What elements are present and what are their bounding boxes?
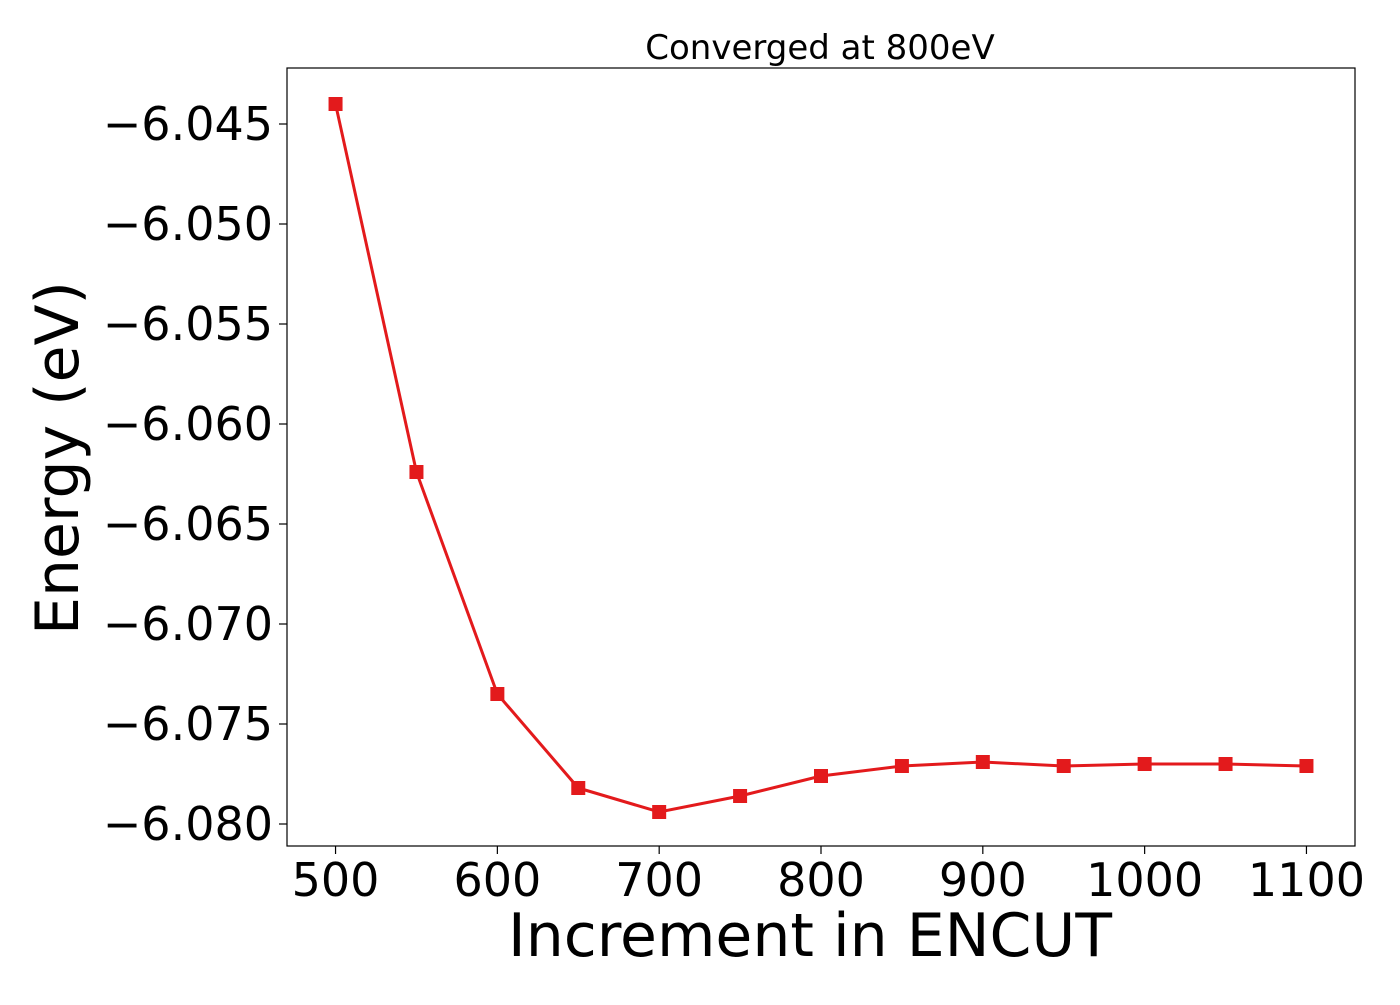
data-point-marker [1056, 759, 1071, 773]
y-tick-label: −6.050 [103, 197, 273, 251]
data-point-marker [1218, 757, 1233, 771]
x-axis-label: Increment in ENCUT [508, 901, 1112, 971]
y-tick-label: −6.060 [103, 397, 273, 451]
plot-frame [286, 67, 1356, 847]
y-tick-label: −6.045 [103, 97, 273, 151]
x-tick-label: 800 [777, 853, 865, 907]
data-point-marker [1137, 757, 1152, 771]
data-point-marker [733, 789, 748, 803]
x-tick-label: 1100 [1248, 853, 1365, 907]
data-point-marker [894, 759, 909, 773]
data-point-marker [490, 687, 505, 701]
data-point-marker [652, 805, 667, 819]
chart-title: Converged at 800eV [645, 28, 994, 68]
series-line [334, 103, 1307, 814]
data-point-marker [814, 769, 828, 783]
y-axis-label: Energy (eV) [23, 281, 93, 635]
x-tick-label: 900 [939, 853, 1027, 907]
data-point-marker [328, 97, 343, 111]
x-tick-label: 600 [453, 853, 541, 907]
y-tick-label: −6.055 [103, 297, 273, 351]
x-tick-label: 1000 [1086, 853, 1203, 907]
data-point-marker [1299, 759, 1314, 773]
data-point-marker [409, 465, 424, 479]
plot-area: 500 600 700 800 900 1000 1100 −6.045 −6.050 −6.05… [103, 67, 1365, 907]
y-tick-label: −6.080 [103, 797, 273, 851]
data-point-marker [975, 755, 990, 769]
x-tick-label: 700 [615, 853, 703, 907]
data-point-marker [571, 781, 586, 795]
y-tick-label: −6.065 [103, 497, 273, 551]
y-tick-label: −6.070 [103, 597, 273, 651]
x-tick-label: 500 [292, 853, 380, 907]
y-tick-label: −6.075 [103, 697, 273, 751]
